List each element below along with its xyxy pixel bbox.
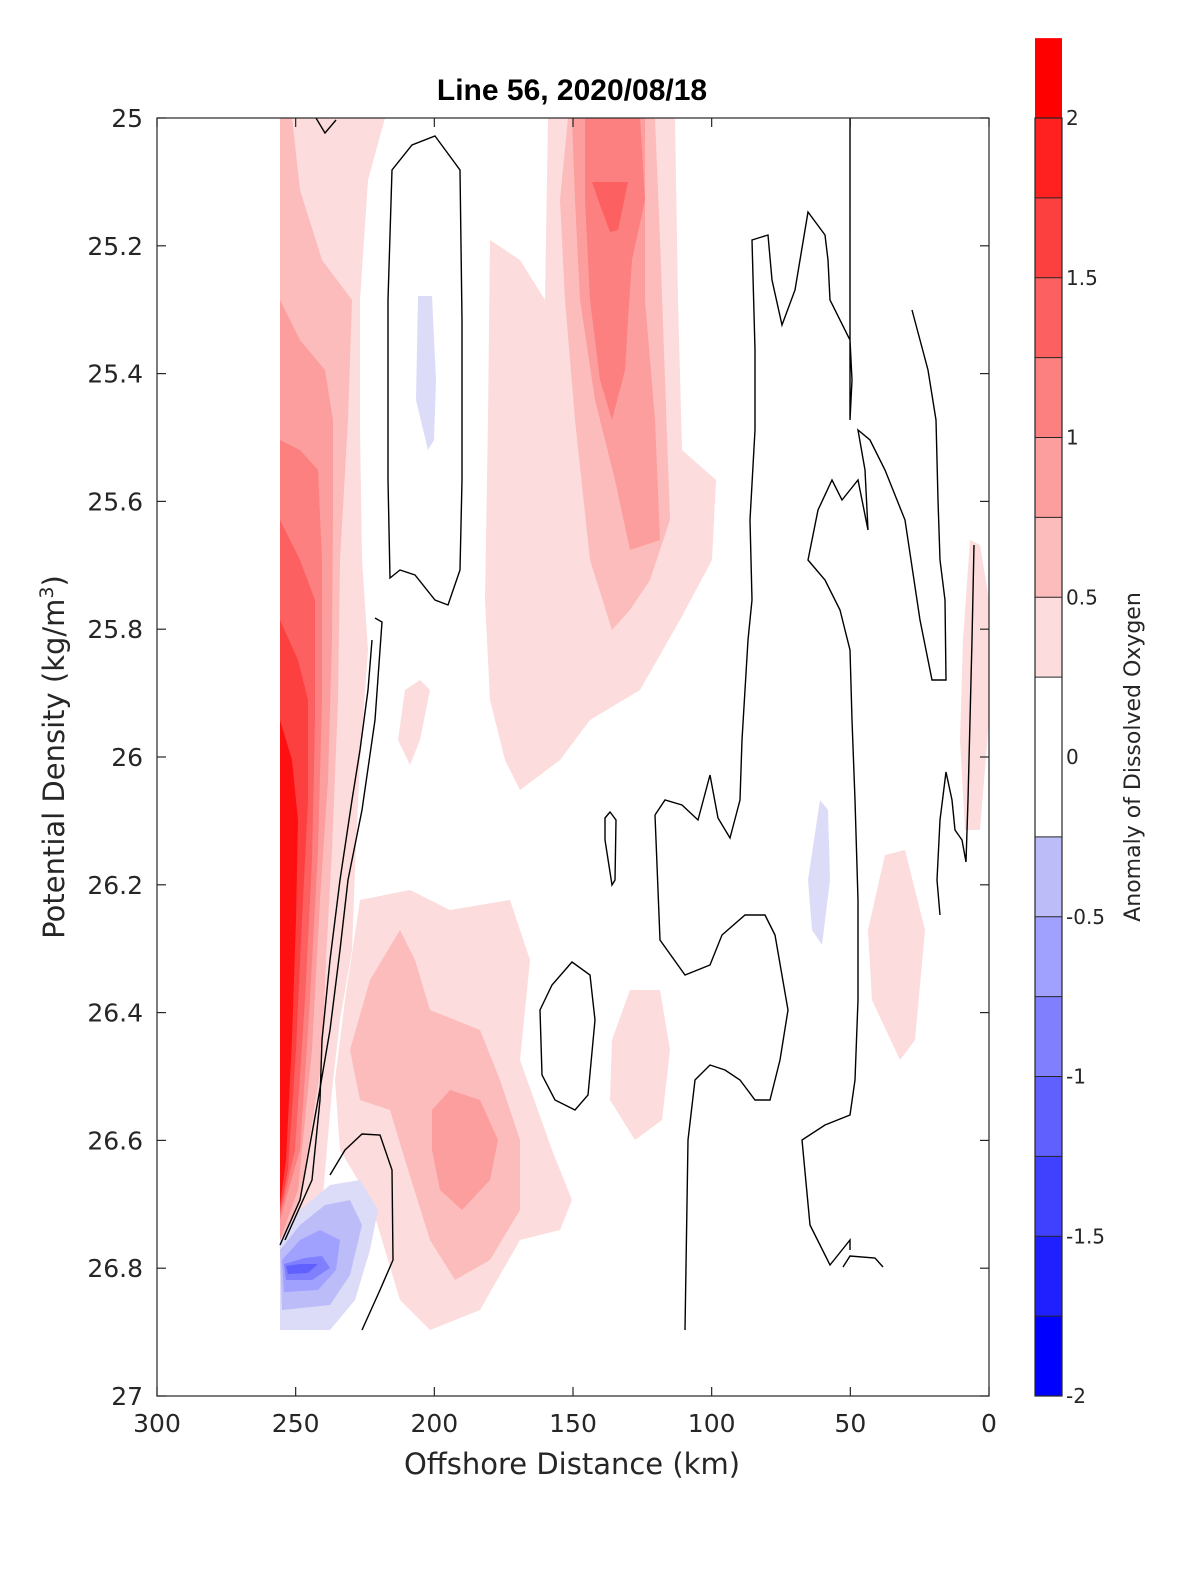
y-axis-label-superscript: 3	[36, 586, 58, 598]
contour-fill-pos-025-patch-c	[398, 680, 430, 765]
y-tick-label: 25.4	[87, 360, 143, 389]
contour-fill-pos-075-deep	[432, 1090, 498, 1210]
x-tick-label: 100	[688, 1409, 736, 1438]
colorbar-band	[1035, 1316, 1062, 1396]
colorbar-tick-label: 2	[1066, 106, 1079, 130]
colorbar-band	[1035, 38, 1062, 118]
zero-contour-bottom-segment	[842, 1255, 884, 1268]
colorbar: -2 -1.5 -1 -0.5 0 0.5 1 1.5 2	[1034, 38, 1105, 1408]
contour-fill-neg-025-nearshore	[808, 800, 830, 945]
y-axis-label-main: Potential Density (kg/m	[37, 599, 71, 939]
colorbar-band	[1035, 118, 1062, 198]
colorbar-band	[1035, 996, 1062, 1077]
y-tick-label: 26.8	[87, 1254, 143, 1283]
y-tick-label: 26	[111, 743, 143, 772]
x-tick-label: 0	[981, 1409, 997, 1438]
y-tick-label: 25.2	[87, 232, 143, 261]
y-axis-label-end: )	[37, 575, 71, 586]
zero-contour-deep-loop	[329, 1133, 394, 1331]
colorbar-band	[1035, 357, 1062, 438]
zero-contour-right-segment	[801, 309, 947, 1267]
contour-fills	[280, 118, 989, 1330]
colorbar-tick-label: 1	[1066, 426, 1079, 450]
colorbar-tick-label: -1.5	[1066, 1224, 1105, 1248]
colorbar-band	[1035, 1156, 1062, 1237]
colorbar-band	[1035, 677, 1062, 837]
colorbar-frame	[1034, 117, 1063, 1397]
y-tick-label: 25.6	[87, 487, 143, 516]
colorbar-tick-label: 0	[1066, 745, 1079, 769]
y-tick-label: 27	[111, 1382, 143, 1411]
colorbar-tick-label: 1.5	[1066, 266, 1098, 290]
colorbar-band	[1035, 1236, 1062, 1317]
colorbar-band	[1035, 517, 1062, 598]
colorbar-label: Anomaly of Dissolved Oxygen	[1121, 592, 1146, 922]
colorbar-tick-label: -0.5	[1066, 905, 1105, 929]
x-tick-label: 200	[410, 1409, 458, 1438]
y-tick-label: 26.2	[87, 871, 143, 900]
x-axis-ticks: 300 250 200 150 100 50 0	[133, 118, 997, 1438]
colorbar-tick-label: -1	[1066, 1065, 1086, 1089]
zero-contour-lines	[279, 118, 975, 1331]
contour-fill-pos-025-patch-b	[868, 850, 925, 1060]
zero-contour-top-notch	[315, 118, 337, 135]
zero-contour-vertical-a	[604, 810, 617, 888]
zero-contour-offshore-loop	[387, 135, 463, 606]
contour-fill-pos-025-patch-a	[610, 990, 670, 1140]
contour-fill-pos-125-midshore	[592, 182, 628, 232]
y-axis-ticks: 25 25.2 25.4 25.6 25.8 26 26.2 26.4 26.6 26.8 27	[87, 104, 989, 1411]
contour-fill-neg-025-lens	[416, 296, 436, 450]
y-tick-label: 25.8	[87, 615, 143, 644]
colorbar-band	[1035, 197, 1062, 278]
colorbar-band	[1035, 916, 1062, 997]
x-tick-label: 300	[133, 1409, 181, 1438]
x-axis-label: Offshore Distance (km)	[404, 1447, 740, 1481]
colorbar-band	[1035, 1076, 1062, 1157]
colorbar-band	[1035, 597, 1062, 678]
y-tick-label: 26.6	[87, 1126, 143, 1155]
x-tick-label: 50	[834, 1409, 866, 1438]
contour-fill-neg-125-deep	[286, 1264, 318, 1274]
x-tick-label: 150	[549, 1409, 597, 1438]
zero-contour-mid-loop	[654, 118, 853, 1331]
zero-contour-nearshore	[936, 544, 975, 916]
chart-title: Line 56, 2020/08/18	[437, 74, 707, 107]
y-tick-label: 25	[111, 104, 143, 133]
x-tick-label: 250	[272, 1409, 320, 1438]
contour-fill-pos-175-core	[280, 720, 298, 1205]
colorbar-tick-label: 0.5	[1066, 585, 1098, 609]
colorbar-band	[1035, 836, 1062, 917]
y-axis-label: Potential Density (kg/m3)	[36, 575, 71, 939]
zero-contour-inshore-inner	[284, 639, 373, 1241]
y-tick-label: 26.4	[87, 999, 143, 1028]
colorbar-tick-label: -2	[1066, 1384, 1086, 1408]
zero-contour-small-loop-a	[539, 961, 596, 1111]
zero-contour-inshore-band	[279, 617, 383, 1246]
colorbar-band	[1035, 277, 1062, 358]
colorbar-band	[1035, 437, 1062, 518]
